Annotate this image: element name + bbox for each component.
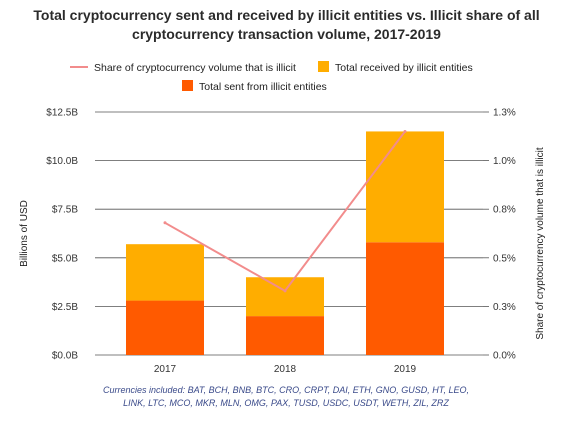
y2-tick-label-4: 1.0%	[493, 156, 516, 167]
x-tick-label-2018: 2018	[274, 364, 297, 375]
y-tick-label-0: $0.0B	[52, 351, 78, 362]
legend-swatch-received	[318, 61, 329, 72]
y2-tick-label-1: 0.3%	[493, 302, 516, 313]
bar-sent-2019	[366, 242, 444, 355]
y2-tick-label-2: 0.5%	[493, 253, 516, 264]
footnote-line-1: Currencies included: BAT, BCH, BNB, BTC,…	[103, 385, 469, 395]
bar-sent-2017	[126, 300, 204, 355]
y-tick-label-4: $10.0B	[46, 156, 78, 167]
legend-swatch-sent	[182, 80, 193, 91]
y-tick-label-3: $7.5B	[52, 205, 78, 216]
bar-received-2019	[366, 131, 444, 243]
chart-title-line-2: cryptocurrency transaction volume, 2017-…	[132, 26, 441, 42]
y-tick-label-5: $12.5B	[46, 108, 78, 119]
x-tick-label-2017: 2017	[154, 364, 177, 375]
illicit-share-point-2017	[163, 221, 167, 225]
bar-received-2018	[246, 277, 324, 317]
y2-tick-label-5: 1.3%	[493, 108, 516, 119]
chart-title: Total cryptocurrency sent and received b…	[0, 6, 573, 44]
chart-title-line-1: Total cryptocurrency sent and received b…	[33, 7, 540, 23]
y-axis-title: Billions of USD	[19, 200, 30, 267]
bar-received-2017	[126, 244, 204, 301]
bar-sent-2018	[246, 316, 324, 355]
y2-tick-label-3: 0.8%	[493, 205, 516, 216]
legend-label-share: Share of cryptocurrency volume that is i…	[94, 62, 296, 74]
y-tick-label-1: $2.5B	[52, 302, 78, 313]
x-tick-label-2019: 2019	[394, 364, 417, 375]
y2-tick-label-0: 0.0%	[493, 351, 516, 362]
footnote-line-2: LINK, LTC, MCO, MKR, MLN, OMG, PAX, TUSD…	[123, 398, 449, 408]
y2-axis-title: Share of cryptocurrency volume that is i…	[535, 147, 546, 340]
illicit-share-point-2019	[403, 129, 407, 133]
illicit-share-point-2018	[283, 289, 287, 293]
legend-label-received: Total received by illicit entities	[335, 62, 473, 74]
y-tick-label-2: $5.0B	[52, 253, 78, 264]
legend-label-sent: Total sent from illicit entities	[199, 81, 327, 93]
